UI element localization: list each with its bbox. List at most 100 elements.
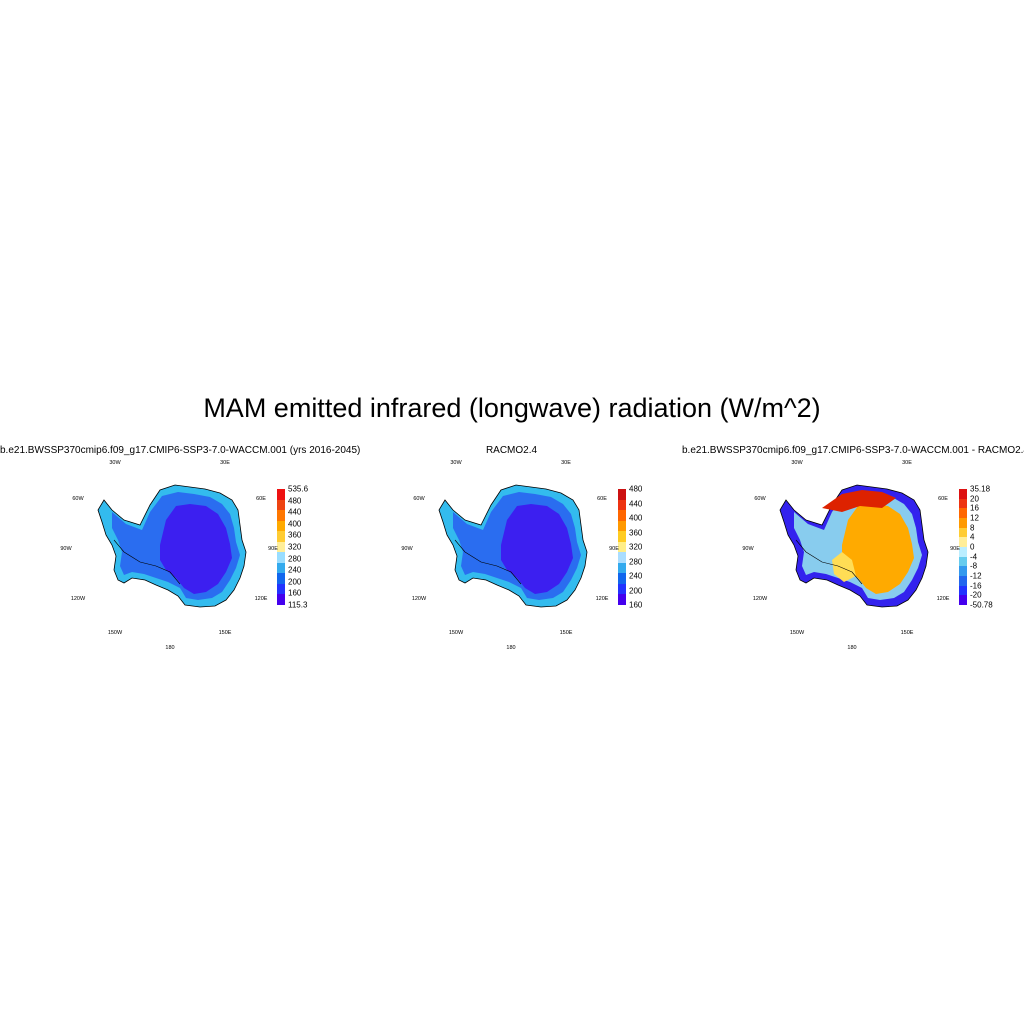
longitude-label: 150W [789, 630, 805, 636]
colorbar-swatch [959, 489, 967, 500]
colorbar-swatch [277, 510, 285, 522]
ice-sheet-interior-region [842, 504, 914, 594]
colorbar-label: 400 [629, 513, 643, 523]
colorbar-swatch [618, 510, 626, 522]
colorbar-swatch [618, 541, 626, 553]
colorbar-swatch [277, 520, 285, 532]
colorbar-label: 535.6 [288, 484, 309, 494]
longitude-label: 90W [60, 546, 72, 552]
colorbar-label: 12 [970, 513, 979, 523]
grounding-line [454, 539, 522, 585]
high-anomaly-region [822, 490, 896, 512]
colorbar-swatch [959, 508, 967, 519]
longitude-label: 150W [107, 630, 123, 636]
longitude-label: 60W [754, 496, 766, 502]
colorbar-swatch [277, 499, 285, 511]
longitude-label: 90E [609, 546, 619, 552]
colorbar-swatch [618, 594, 626, 606]
colorbar-swatch [277, 489, 285, 501]
colorbar-label: -20 [970, 590, 982, 600]
colorbar-label: 440 [288, 507, 302, 517]
colorbar-label: 320 [288, 542, 302, 552]
longitude-label: 150E [218, 630, 232, 636]
longitude-label: 60E [938, 496, 948, 502]
longitude-label: 30E [220, 460, 230, 466]
longitude-label: 60E [256, 496, 266, 502]
colorbar-label: 20 [970, 494, 979, 504]
colorbar-swatch [618, 573, 626, 585]
colorbar-swatch [959, 537, 967, 548]
map-panel-racmo: RACMO2.4 480 440 400 360 320 280 240 200 160 30W… [341, 440, 682, 660]
colorbar-label: 8 [970, 523, 975, 533]
colorbar-swatch [959, 595, 967, 606]
longitude-label: 30W [109, 460, 121, 466]
colorbar-label: 16 [970, 503, 979, 513]
colorbar-swatch [618, 583, 626, 595]
longitude-label: 120E [595, 596, 609, 602]
colorbar-label: 480 [288, 496, 302, 506]
longitude-label: 120W [752, 596, 768, 602]
longitude-label: 60E [597, 496, 607, 502]
colorbar-label: 115.3 [288, 600, 308, 610]
ice-sheet-interior-region [160, 504, 232, 594]
longitude-label: 30W [791, 460, 803, 466]
longitude-label: 150E [900, 630, 914, 636]
longitude-label: 90W [401, 546, 413, 552]
colorbar: 535.6 480 440 400 360 320 280 240 200 160 115.3 [277, 485, 308, 610]
colorbar-label: 440 [629, 499, 643, 508]
ice-sheet-interior-region [501, 504, 573, 594]
colorbar-swatch [618, 552, 626, 564]
colorbar-swatch [959, 518, 967, 529]
colorbar-label: 280 [629, 557, 643, 566]
antarctica-map [438, 484, 588, 608]
grounding-line [113, 539, 181, 585]
colorbar-swatch [277, 531, 285, 543]
colorbar-swatch [277, 573, 285, 585]
moderate-anomaly-region [832, 552, 856, 582]
longitude-label: 120E [254, 596, 268, 602]
colorbar-label: 160 [629, 600, 643, 610]
colorbar-label: 360 [629, 528, 643, 537]
colorbar-swatch [959, 576, 967, 587]
colorbar-swatch [277, 562, 285, 574]
longitude-label: 30E [561, 460, 571, 466]
longitude-label: 120W [70, 596, 86, 602]
colorbar-swatch [959, 498, 967, 509]
figure-title: MAM emitted infrared (longwave) radiatio… [203, 393, 821, 423]
colorbar-label: 4 [970, 532, 975, 542]
colorbar-swatch [959, 585, 967, 596]
longitude-label: 180 [165, 645, 175, 651]
panel-title: RACMO2.4 [485, 445, 538, 456]
longitude-label: 150W [448, 630, 464, 636]
colorbar-swatch [277, 594, 285, 606]
grounding-line [795, 539, 863, 585]
colorbar-label: 400 [288, 519, 302, 529]
longitude-label: 180 [506, 645, 516, 651]
colorbar-swatch [618, 489, 626, 501]
colorbar-label: -16 [970, 581, 982, 591]
colorbar-swatch [618, 562, 626, 574]
colorbar-swatch [277, 552, 285, 564]
colorbar-label: 0 [970, 542, 975, 552]
longitude-label: 60W [72, 496, 84, 502]
colorbar-swatch [277, 541, 285, 553]
colorbar-swatch [618, 520, 626, 532]
colorbar-label: -8 [970, 561, 978, 571]
colorbar-label: -50.78 [970, 600, 993, 610]
colorbar-label: 480 [629, 484, 643, 494]
colorbar-label: 200 [629, 586, 643, 595]
colorbar-label: 200 [288, 577, 302, 587]
longitude-label: 60W [413, 496, 425, 502]
colorbar-label: 360 [288, 530, 302, 540]
colorbar-swatch [618, 531, 626, 543]
colorbar-label: 160 [288, 588, 302, 598]
colorbar: 35.18 20 16 12 8 4 0 -4 -8 -12 -16 -20 -50.78 [959, 485, 993, 610]
colorbar-swatch [959, 566, 967, 577]
colorbar-swatch [959, 527, 967, 538]
colorbar: 480 440 400 360 320 280 240 200 160 [618, 485, 642, 610]
panel-title: b.e21.BWSSP370cmip6.f09_g17.CMIP6-SSP3-7… [682, 445, 1024, 456]
map-panel-difference: b.e21.BWSSP370cmip6.f09_g17.CMIP6-SSP3-7… [682, 440, 1024, 660]
colorbar-swatch [277, 583, 285, 595]
longitude-label: 90E [268, 546, 278, 552]
longitude-label: 180 [847, 645, 857, 651]
